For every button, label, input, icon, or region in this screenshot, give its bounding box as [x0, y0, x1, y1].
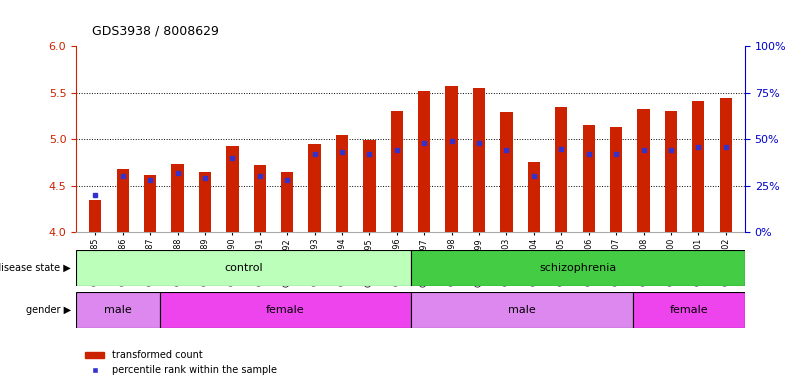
Bar: [665, 111, 677, 232]
Bar: [445, 86, 458, 232]
Bar: [501, 112, 513, 232]
Bar: [226, 146, 239, 232]
Bar: [411, 292, 634, 328]
Bar: [391, 111, 403, 232]
Bar: [144, 175, 156, 232]
Text: disease state ▶: disease state ▶: [0, 263, 70, 273]
Bar: [281, 172, 293, 232]
Bar: [116, 169, 129, 232]
Bar: [76, 292, 159, 328]
Text: schizophrenia: schizophrenia: [539, 263, 616, 273]
Bar: [411, 250, 745, 286]
Bar: [76, 250, 411, 286]
Bar: [308, 144, 320, 232]
Bar: [336, 134, 348, 232]
Bar: [528, 162, 540, 232]
Bar: [692, 101, 705, 232]
Bar: [254, 165, 266, 232]
Bar: [555, 107, 567, 232]
Text: male: male: [508, 305, 536, 315]
Bar: [638, 109, 650, 232]
Bar: [159, 292, 410, 328]
Bar: [199, 172, 211, 232]
Text: male: male: [104, 305, 132, 315]
Bar: [582, 125, 595, 232]
Legend: transformed count, percentile rank within the sample: transformed count, percentile rank withi…: [81, 347, 281, 379]
Bar: [634, 292, 745, 328]
Text: female: female: [266, 305, 304, 315]
Text: GDS3938 / 8008629: GDS3938 / 8008629: [92, 25, 219, 38]
Bar: [171, 164, 183, 232]
Text: control: control: [224, 263, 263, 273]
Bar: [89, 200, 102, 232]
Text: female: female: [670, 305, 709, 315]
Bar: [719, 98, 732, 232]
Bar: [418, 91, 430, 232]
Bar: [363, 140, 376, 232]
Text: gender ▶: gender ▶: [26, 305, 70, 315]
Bar: [473, 88, 485, 232]
Bar: [610, 127, 622, 232]
